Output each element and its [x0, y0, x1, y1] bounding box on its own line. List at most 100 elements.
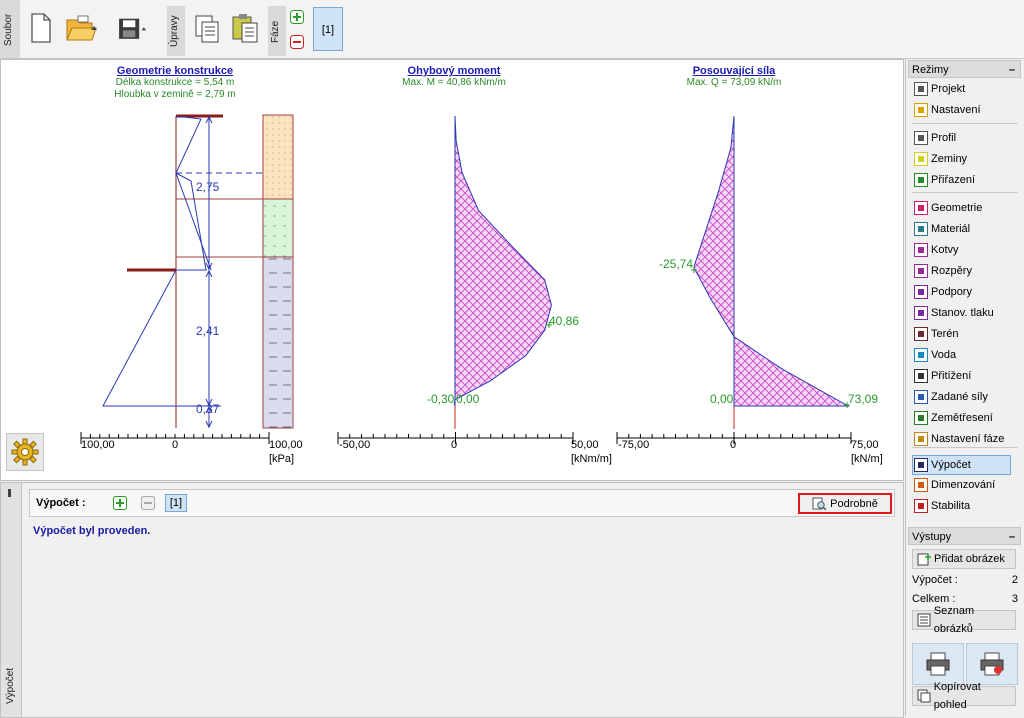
print-button[interactable] — [912, 643, 964, 685]
shear-heading: Posouvající síla Max. Q = 73,09 kN/m — [654, 65, 814, 89]
mode-item-geometrie[interactable]: Geometrie — [914, 199, 982, 217]
mode-item-label: Rozpěry — [931, 265, 972, 277]
toolbar: Soubor Úpravy Fáze [1] — [0, 0, 1024, 59]
mode-item-zeminy[interactable]: Zeminy — [914, 150, 967, 168]
copy-view-button[interactable]: Kopírovat pohled — [912, 681, 1016, 711]
vypocet-icon — [914, 458, 928, 472]
moment-max-marker — [546, 322, 552, 328]
printer-icon — [926, 652, 950, 676]
moment-axis — [337, 432, 574, 444]
gear-icon — [11, 438, 39, 466]
zadane-sily-icon — [914, 390, 928, 404]
dim-label-2: 2,41 — [196, 324, 220, 338]
mode-item-material[interactable]: Materiál — [914, 220, 970, 238]
remove-calc-button[interactable] — [141, 496, 155, 510]
results-drawing: 2,75 2,41 0,37 100,00 0 100,00 [kPa] 40,… — [80, 114, 883, 465]
geometry-length: Délka konstrukce = 5,54 m — [115, 77, 235, 88]
bottom-side-label: Výpočet — [5, 667, 16, 705]
outputs-header[interactable]: Výstupy – — [908, 527, 1021, 545]
detail-button-label: Podrobně — [830, 497, 878, 510]
mode-separator — [912, 192, 1018, 193]
moment-axis-zero: 0 — [451, 439, 457, 451]
bottom-side-strip: Výpočet — [1, 483, 22, 717]
shear-axis-zero: 0 — [730, 439, 736, 451]
dim-label-1: 2,75 — [196, 180, 220, 194]
stage-1-tab[interactable]: [1] — [313, 7, 343, 51]
total-stat: Celkem : 3 — [912, 593, 1018, 605]
mode-item-vypocet[interactable]: Výpočet — [912, 455, 1011, 475]
mode-item-stabilita[interactable]: Stabilita — [914, 497, 970, 515]
geometry-heading: Geometrie konstrukce Délka konstrukce = … — [95, 65, 255, 101]
mode-item-label: Nastavení — [931, 104, 981, 116]
modes-header[interactable]: Režimy – — [908, 60, 1021, 78]
shear-max-marker — [844, 402, 850, 408]
shear-min-marker — [691, 267, 697, 273]
mode-item-stanov-tlaku[interactable]: Stanov. tlaku — [914, 304, 994, 322]
mode-item-pritizeni[interactable]: Přitížení — [914, 367, 971, 385]
mode-item-label: Geometrie — [931, 202, 983, 214]
save-file-button[interactable] — [116, 6, 150, 50]
mode-item-zadane-sily[interactable]: Zadané síly — [914, 388, 988, 406]
copy-icon — [195, 15, 219, 43]
shear-subtitle: Max. Q = 73,09 kN/m — [686, 77, 782, 88]
shear-min-label: -25,74 — [659, 257, 693, 271]
faze-label: Fáze — [270, 20, 281, 44]
rozpery-icon — [914, 264, 928, 278]
calc-stage-tab[interactable]: [1] — [165, 494, 187, 512]
mode-item-teren[interactable]: Terén — [914, 325, 959, 343]
geometry-depth: Hloubka v zemině = 2,79 m — [114, 89, 236, 100]
pressure-diagram-left — [102, 115, 207, 407]
remove-stage-button[interactable] — [290, 35, 304, 49]
mode-item-label: Zemětřesení — [931, 412, 993, 424]
mode-item-rozpery[interactable]: Rozpěry — [914, 262, 972, 280]
shear-panel: -25,74 0,00 73,09 -75,00 0 75,00 [kN/m] — [616, 115, 883, 465]
mode-item-podpory[interactable]: Podpory — [914, 283, 972, 301]
mode-item-zemetreseni[interactable]: Zemětřesení — [914, 409, 993, 427]
new-file-button[interactable] — [24, 6, 58, 50]
faze-strip[interactable]: Fáze — [268, 6, 286, 56]
kotvy-icon — [914, 243, 928, 257]
collapse-handle[interactable] — [8, 489, 11, 497]
geo-axis-right: 100,00 — [269, 439, 303, 451]
copy-view-label: Kopírovat pohled — [933, 681, 981, 711]
paste-button[interactable] — [228, 6, 262, 50]
new-file-icon — [31, 13, 51, 43]
moment-title: Ohybový moment — [407, 65, 501, 77]
teren-icon — [914, 327, 928, 341]
calc-stat: Výpočet : 2 — [912, 574, 1018, 586]
printer-export-icon — [980, 652, 1004, 676]
stabilita-icon — [914, 499, 928, 513]
add-stage-button[interactable] — [290, 10, 304, 24]
add-calc-button[interactable] — [113, 496, 127, 510]
mode-item-profil[interactable]: Profil — [914, 129, 956, 147]
mode-item-projekt[interactable]: Projekt — [914, 80, 965, 98]
detail-button[interactable]: Podrobně — [798, 493, 892, 514]
moment-panel: 40,86 -0,30 0,00 -50,00 0 50,00 [kNm/m] — [337, 115, 612, 465]
zeminy-icon — [914, 152, 928, 166]
geo-axis-unit: [kPa] — [269, 453, 294, 465]
mode-item-label: Materiál — [931, 223, 971, 235]
dim-label-3: 0,37 — [196, 402, 220, 416]
settings-button[interactable] — [6, 433, 44, 471]
mode-item-dimenzovani[interactable]: Dimenzování — [914, 476, 995, 494]
minimize-icon[interactable]: – — [1008, 531, 1015, 543]
mode-item-kotvy[interactable]: Kotvy — [914, 241, 959, 259]
plus-icon — [290, 10, 304, 24]
soubor-strip[interactable]: Soubor — [0, 0, 20, 58]
open-file-button[interactable] — [64, 6, 98, 50]
soil-layer-2 — [262, 198, 294, 258]
dimension-arrows — [205, 115, 213, 429]
upravy-strip[interactable]: Úpravy — [167, 6, 185, 56]
mode-item-prirazeni[interactable]: Přiřazení — [914, 171, 975, 189]
print-export-button[interactable] — [966, 643, 1018, 685]
copy-button[interactable] — [190, 6, 224, 50]
mode-item-voda[interactable]: Voda — [914, 346, 956, 364]
open-folder-icon — [66, 15, 97, 41]
minimize-icon[interactable]: – — [1008, 64, 1015, 76]
calc-label: Výpočet : — [36, 497, 86, 509]
material-icon — [914, 222, 928, 236]
add-picture-button[interactable]: Přidat obrázek — [912, 549, 1016, 569]
mode-item-nastaveni-faze[interactable]: Nastavení fáze — [914, 430, 1004, 448]
list-pictures-button[interactable]: Seznam obrázků — [912, 605, 1016, 635]
mode-item-nastaveni[interactable]: Nastavení — [914, 101, 981, 119]
